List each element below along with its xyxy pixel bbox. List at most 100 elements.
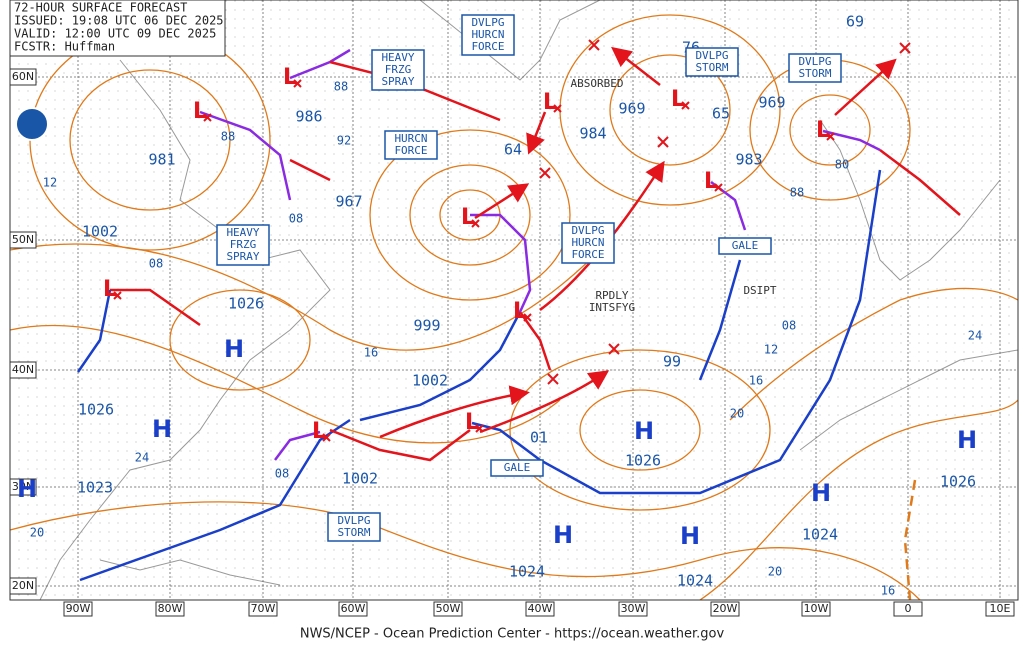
low-center: L bbox=[704, 169, 718, 194]
pressure-value: 1026 bbox=[940, 473, 976, 491]
warning-text: HURCN bbox=[571, 236, 604, 249]
warning-text: HEAVY bbox=[226, 226, 259, 239]
high-center: H bbox=[811, 479, 831, 507]
pressure-value: 986 bbox=[295, 108, 322, 126]
lat-label-box bbox=[9, 577, 37, 595]
high-center: H bbox=[152, 415, 172, 443]
isobar-label: 16 bbox=[749, 374, 763, 388]
lon-label-box bbox=[710, 601, 740, 617]
lon-label-box bbox=[63, 601, 93, 617]
lat-label: 50N bbox=[12, 233, 34, 246]
warning-box bbox=[384, 130, 438, 160]
pressure-value: 1026 bbox=[78, 401, 114, 419]
lon-label: 10E bbox=[990, 602, 1011, 615]
header-line: ISSUED: 19:08 UTC 06 DEC 2025 bbox=[14, 14, 224, 28]
header-box bbox=[9, 0, 226, 57]
warning-box bbox=[561, 222, 615, 264]
lat-label: 60N bbox=[12, 70, 34, 83]
low-x bbox=[714, 183, 723, 192]
warning-box bbox=[718, 237, 772, 255]
pressure-value: 1024 bbox=[509, 563, 545, 581]
isobar-label: 24 bbox=[135, 451, 149, 465]
isobar-label: 08 bbox=[275, 467, 289, 481]
lon-label: 80W bbox=[158, 602, 183, 615]
warning-text: SPRAY bbox=[381, 75, 414, 88]
graticule bbox=[10, 0, 1018, 600]
lat-label: 20N bbox=[12, 579, 34, 592]
low-x bbox=[826, 132, 835, 141]
isobar-label: 08 bbox=[782, 319, 796, 333]
lon-label-box bbox=[985, 601, 1015, 617]
isobar-label: 16 bbox=[881, 584, 895, 598]
lon-label-box bbox=[893, 601, 923, 617]
pressure-value: 1002 bbox=[82, 223, 118, 241]
pressure-value: 1026 bbox=[625, 452, 661, 470]
low-center: L bbox=[461, 205, 475, 230]
note-text: ABSORBED bbox=[571, 77, 624, 90]
x-marks bbox=[539, 39, 911, 385]
lat-label-box bbox=[9, 231, 37, 249]
lon-label-box bbox=[433, 601, 463, 617]
isobar-label: 88 bbox=[221, 130, 235, 144]
isobar-label: 12 bbox=[764, 343, 778, 357]
pressure-value: 65 bbox=[712, 105, 730, 123]
lon-label-box bbox=[155, 601, 185, 617]
warning-text: DVLPG bbox=[471, 16, 504, 29]
warning-box bbox=[371, 49, 425, 91]
pressure-value: 1002 bbox=[342, 470, 378, 488]
lon-label: 70W bbox=[251, 602, 276, 615]
low-x bbox=[471, 219, 480, 228]
warning-text: HURCN bbox=[394, 132, 427, 145]
isobar-label: 88 bbox=[334, 80, 348, 94]
pressure-value: 981 bbox=[148, 151, 175, 169]
low-x bbox=[113, 291, 122, 300]
note-text: INTSFYG bbox=[589, 301, 635, 314]
isobar-label: 24 bbox=[968, 329, 982, 343]
lon-label-box bbox=[525, 601, 555, 617]
pressure-value: 984 bbox=[579, 125, 606, 143]
lon-label: 60W bbox=[341, 602, 366, 615]
pressure-value: 969 bbox=[618, 100, 645, 118]
trough bbox=[903, 479, 917, 601]
low-center: L bbox=[671, 87, 685, 112]
pressure-value: 64 bbox=[504, 141, 522, 159]
warning-box bbox=[685, 47, 739, 77]
lon-label: 50W bbox=[436, 602, 461, 615]
header-line: FCSTR: Huffman bbox=[14, 40, 115, 54]
warning-text: GALE bbox=[504, 461, 531, 474]
isobar-label: 20 bbox=[768, 565, 782, 579]
warning-box bbox=[490, 459, 544, 477]
low-center: L bbox=[465, 410, 479, 435]
footer: NWS/NCEP - Ocean Prediction Center - htt… bbox=[300, 627, 725, 642]
isobar-label: 92 bbox=[337, 134, 351, 148]
isobar-label: 12 bbox=[43, 176, 57, 190]
warning-text: DVLPG bbox=[571, 224, 604, 237]
pressure-value: 1002 bbox=[412, 372, 448, 390]
lon-label-box bbox=[338, 601, 368, 617]
pressure-value: 1024 bbox=[677, 572, 713, 590]
lon-label: 10W bbox=[804, 602, 829, 615]
lat-label-box bbox=[9, 478, 37, 496]
low-x bbox=[681, 101, 690, 110]
low-center: L bbox=[312, 419, 326, 444]
lat-label: 40N bbox=[12, 363, 34, 376]
lon-label-box bbox=[801, 601, 831, 617]
warning-box bbox=[327, 512, 381, 542]
isobar-label: 08 bbox=[149, 257, 163, 271]
pressure-value: 1024 bbox=[802, 526, 838, 544]
pressure-value: 969 bbox=[758, 94, 785, 112]
lon-label-box bbox=[618, 601, 648, 617]
warning-text: FORCE bbox=[571, 248, 604, 261]
warning-text: STORM bbox=[798, 67, 831, 80]
warning-text: FORCE bbox=[471, 40, 504, 53]
isobar-label: 88 bbox=[790, 186, 804, 200]
high-center: H bbox=[553, 521, 573, 549]
warning-text: DVLPG bbox=[337, 514, 370, 527]
warning-text: DVLPG bbox=[798, 55, 831, 68]
note-text: DSIPT bbox=[743, 284, 776, 297]
warning-text: DVLPG bbox=[695, 49, 728, 62]
warning-text: FRZG bbox=[385, 63, 412, 76]
low-x bbox=[203, 113, 212, 122]
map-frame bbox=[9, 0, 1019, 601]
